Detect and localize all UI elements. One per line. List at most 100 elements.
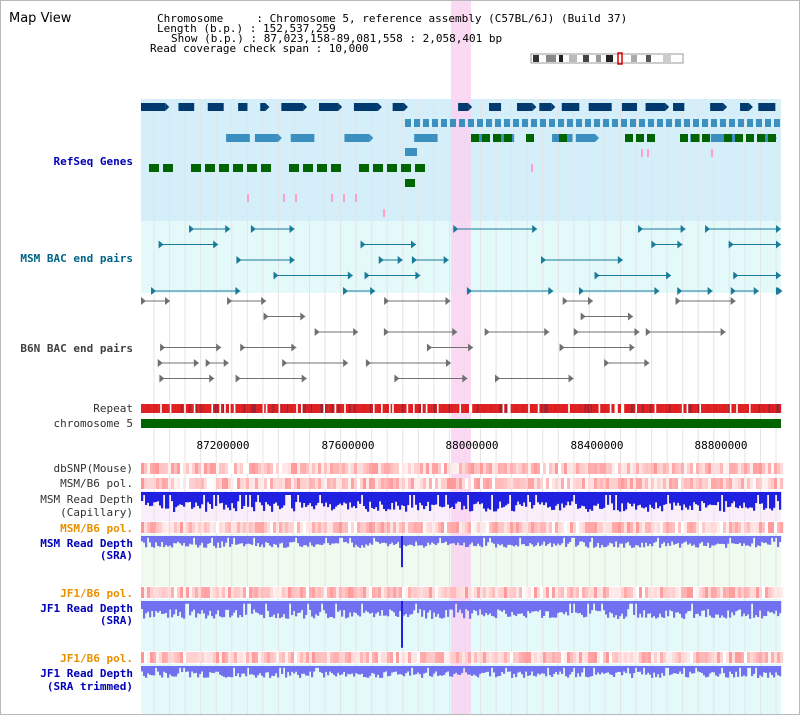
- polymorphism-cell: [498, 463, 502, 474]
- polymorphism-cell: [597, 463, 601, 474]
- repeat-mark: [718, 404, 721, 413]
- track-label-msm-b6-pol-2[interactable]: MSM/B6 pol.: [60, 522, 133, 535]
- read-depth-bar: [671, 666, 674, 675]
- polymorphism-cell: [273, 587, 277, 598]
- read-depth-bar: [305, 492, 308, 507]
- read-depth-bar: [421, 666, 424, 678]
- track-label-jf1-b6-pol-2[interactable]: JF1/B6 pol.: [60, 652, 133, 665]
- read-depth-bar: [247, 492, 250, 507]
- read-depth-bar: [311, 492, 314, 507]
- read-depth-bar: [359, 492, 362, 504]
- read-depth-bar: [543, 536, 546, 542]
- read-depth-bar: [287, 492, 290, 495]
- polymorphism-cell: [297, 652, 301, 663]
- read-depth-bar: [601, 492, 604, 510]
- bac-end-marker: [666, 271, 672, 280]
- read-depth-bar: [223, 666, 226, 677]
- read-depth-bar: [191, 666, 194, 672]
- repeat-mark: [283, 404, 286, 413]
- read-depth-bar: [243, 666, 246, 674]
- read-depth-bar: [347, 492, 350, 510]
- polymorphism-cell: [570, 463, 574, 474]
- track-label-jf1-depth-trimmed[interactable]: JF1 Read Depth: [40, 667, 133, 680]
- read-depth-bar: [579, 492, 582, 509]
- track-label-chromosome[interactable]: chromosome 5: [53, 417, 133, 430]
- track-label-jf1-depth-sra-sub: (SRA): [99, 614, 133, 627]
- polymorphism-cell: [597, 522, 601, 533]
- track-label-jf1-depth-sra[interactable]: JF1 Read Depth: [40, 602, 133, 615]
- read-depth-bar: [323, 536, 326, 544]
- bac-end-marker: [654, 287, 660, 295]
- read-depth-bar: [315, 666, 318, 668]
- track-label-jf1-b6-pol-1[interactable]: JF1/B6 pol.: [60, 587, 133, 600]
- read-depth-bar: [267, 492, 270, 505]
- polymorphism-cell: [264, 478, 268, 489]
- track-label-dbsnp[interactable]: dbSNP(Mouse): [53, 462, 133, 475]
- read-depth-bar: [633, 492, 636, 504]
- polymorphism-cell: [759, 652, 763, 663]
- repeat-mark: [208, 404, 210, 413]
- read-depth-bar: [371, 601, 374, 613]
- read-depth-bar: [185, 536, 188, 547]
- read-depth-bar: [389, 666, 392, 676]
- gene-block: [458, 103, 469, 111]
- polymorphism-cell: [222, 652, 226, 663]
- bac-end-marker: [680, 225, 686, 233]
- polymorphism-cell: [156, 463, 160, 474]
- read-depth-bar: [373, 601, 376, 618]
- polymorphism-cell: [273, 652, 277, 663]
- read-depth-bar: [143, 492, 146, 495]
- polymorphism-cell: [768, 522, 772, 533]
- polymorphism-cell: [432, 478, 436, 489]
- polymorphism-cell: [540, 463, 544, 474]
- read-depth-bar: [561, 492, 564, 504]
- polymorphism-cell: [567, 522, 571, 533]
- read-depth-bar: [373, 492, 376, 510]
- polymorphism-cell: [210, 652, 214, 663]
- read-depth-bar: [147, 492, 150, 503]
- polymorphism-cell: [330, 463, 334, 474]
- read-depth-bar: [155, 492, 158, 503]
- read-depth-bar: [597, 536, 600, 543]
- track-label-msm-depth-sra[interactable]: MSM Read Depth: [40, 537, 133, 550]
- repeat-mark: [249, 404, 252, 413]
- polymorphism-cell: [309, 652, 313, 663]
- track-label-refseq-genes[interactable]: RefSeq Genes: [53, 155, 133, 168]
- repeat-mark: [253, 404, 255, 413]
- polymorphism-cell: [195, 463, 199, 474]
- read-depth-bar: [277, 492, 280, 506]
- bac-end-marker: [209, 374, 215, 383]
- read-depth-bar: [417, 601, 420, 613]
- read-depth-bar: [465, 492, 468, 510]
- read-depth-bar: [649, 601, 652, 614]
- read-depth-bar: [599, 601, 602, 612]
- track-label-b6n-bac[interactable]: B6N BAC end pairs: [20, 342, 133, 355]
- polymorphism-cell: [180, 463, 184, 474]
- read-depth-bar: [279, 492, 282, 510]
- read-depth-bar: [595, 601, 598, 611]
- polymorphism-cell: [162, 463, 166, 474]
- repeat-mark: [494, 404, 497, 413]
- read-depth-bar: [715, 492, 718, 506]
- track-label-msm-depth-capillary[interactable]: MSM Read Depth: [40, 493, 133, 506]
- read-depth-bar: [155, 666, 158, 668]
- polymorphism-cell: [549, 522, 553, 533]
- polymorphism-cell: [372, 652, 376, 663]
- read-depth-bar: [393, 666, 396, 673]
- polymorphism-cell: [432, 652, 436, 663]
- read-depth-bar: [469, 492, 472, 512]
- gene-block: [720, 119, 726, 127]
- track-label-msm-b6-pol-1[interactable]: MSM/B6 pol.: [60, 477, 133, 490]
- bac-end-marker: [443, 256, 449, 264]
- track-label-msm-bac[interactable]: MSM BAC end pairs: [20, 252, 133, 265]
- polymorphism-cell: [612, 478, 616, 489]
- read-depth-bar: [401, 666, 404, 675]
- read-depth-bar: [483, 536, 486, 538]
- polymorphism-cell: [492, 478, 496, 489]
- polymorphism-cell: [393, 478, 397, 489]
- track-label-repeat[interactable]: Repeat: [93, 402, 133, 415]
- read-depth-bar: [417, 666, 420, 673]
- polymorphism-cell: [654, 522, 658, 533]
- polymorphism-cell: [648, 652, 652, 663]
